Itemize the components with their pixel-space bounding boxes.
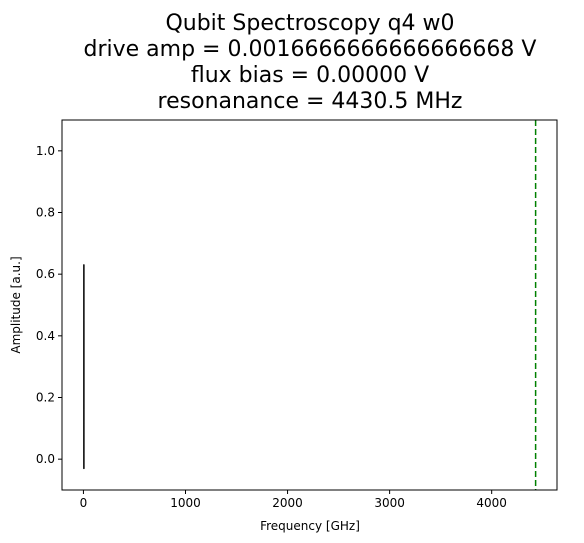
- title-line-3: flux bias = 0.00000 V: [191, 63, 429, 88]
- x-axis-label: Frequency [GHz]: [260, 519, 360, 533]
- plot-frame: [61, 119, 558, 491]
- title-line-2: drive amp = 0.0016666666666666668 V: [84, 37, 537, 62]
- y-tick-label-1: 0.2: [36, 391, 55, 405]
- y-tick-label-3: 0.6: [36, 267, 55, 281]
- plot-content: [83, 120, 537, 490]
- y-tick-label-0: 0.0: [36, 452, 55, 466]
- x-tick-label-4: 4000: [476, 496, 507, 510]
- title-line-4: resonanance = 4430.5 MHz: [158, 89, 463, 114]
- y-axis-label: Amplitude [a.u.]: [9, 256, 23, 353]
- y-tick-label-5: 1.0: [36, 144, 55, 158]
- x-tick-label-3: 3000: [374, 496, 405, 510]
- axis-ticks: 0 1000 2000 3000 4000 0.0 0.2 0.4 0.6 0.8 1.0: [36, 144, 507, 510]
- title-line-1: Qubit Spectroscopy q4 w0: [165, 11, 454, 36]
- chart-title: Qubit Spectroscopy q4 w0 drive amp = 0.0…: [84, 11, 537, 114]
- x-tick-label-1: 1000: [170, 496, 201, 510]
- y-tick-label-4: 0.8: [36, 206, 55, 220]
- y-tick-label-2: 0.4: [36, 329, 55, 343]
- x-tick-label-2: 2000: [272, 496, 303, 510]
- x-tick-label-0: 0: [80, 496, 88, 510]
